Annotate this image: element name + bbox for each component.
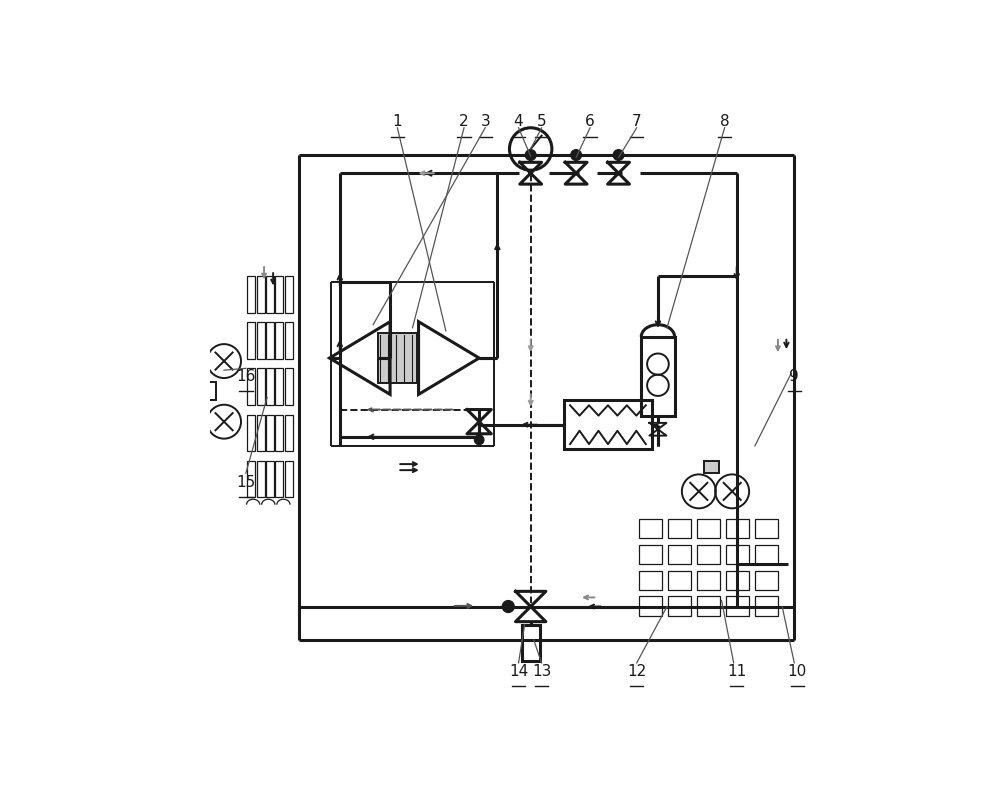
Bar (257, 323, 265, 359)
Text: 2: 2 (459, 114, 469, 129)
Text: 3: 3 (480, 114, 490, 129)
Bar (668, 545, 691, 564)
Text: 5: 5 (537, 114, 546, 129)
Bar (564, 401, 652, 449)
Text: 14: 14 (509, 664, 528, 679)
Bar (726, 519, 749, 538)
Bar (257, 415, 265, 452)
Bar (639, 545, 662, 564)
Bar (755, 571, 778, 589)
Bar (755, 545, 778, 564)
Bar (285, 415, 293, 452)
Bar (755, 519, 778, 538)
Bar (641, 337, 675, 416)
Bar (639, 597, 662, 615)
Bar (285, 276, 293, 313)
Bar (668, 597, 691, 615)
Bar (755, 597, 778, 615)
Bar (247, 368, 255, 405)
Bar (247, 276, 255, 313)
Bar (704, 461, 719, 473)
Bar (285, 368, 293, 405)
Circle shape (571, 150, 582, 161)
Bar (275, 323, 283, 359)
Text: 15: 15 (236, 475, 255, 490)
Text: 7: 7 (632, 114, 642, 129)
Bar (726, 571, 749, 589)
Circle shape (525, 150, 536, 161)
Text: 1: 1 (393, 114, 402, 129)
Bar (266, 368, 274, 405)
Text: 9: 9 (789, 369, 799, 384)
Bar (639, 519, 662, 538)
Bar (378, 333, 417, 383)
Bar (668, 571, 691, 589)
Bar (266, 276, 274, 313)
Bar (275, 415, 283, 452)
Bar (257, 460, 265, 497)
Circle shape (474, 435, 484, 445)
Text: 16: 16 (236, 369, 256, 384)
Text: 11: 11 (727, 664, 746, 679)
Bar (697, 571, 720, 589)
Bar (247, 415, 255, 452)
Bar (639, 571, 662, 589)
Bar (697, 597, 720, 615)
Text: 12: 12 (627, 664, 646, 679)
Bar (285, 460, 293, 497)
Bar (275, 460, 283, 497)
Circle shape (502, 600, 514, 612)
Text: 13: 13 (532, 664, 551, 679)
Bar (522, 625, 540, 661)
Bar (697, 519, 720, 538)
Bar (697, 545, 720, 564)
Bar (266, 460, 274, 497)
Bar (275, 368, 283, 405)
Text: 8: 8 (720, 114, 729, 129)
Text: 10: 10 (788, 664, 807, 679)
Bar (257, 276, 265, 313)
Bar (285, 323, 293, 359)
Bar (275, 276, 283, 313)
Bar (726, 597, 749, 615)
Bar (668, 519, 691, 538)
Bar (247, 323, 255, 359)
Circle shape (613, 150, 624, 161)
Bar (257, 368, 265, 405)
Bar (205, 382, 216, 401)
Text: 6: 6 (585, 114, 595, 129)
Bar (266, 415, 274, 452)
Bar (726, 545, 749, 564)
Bar (247, 460, 255, 497)
Bar (266, 323, 274, 359)
Text: 4: 4 (514, 114, 523, 129)
